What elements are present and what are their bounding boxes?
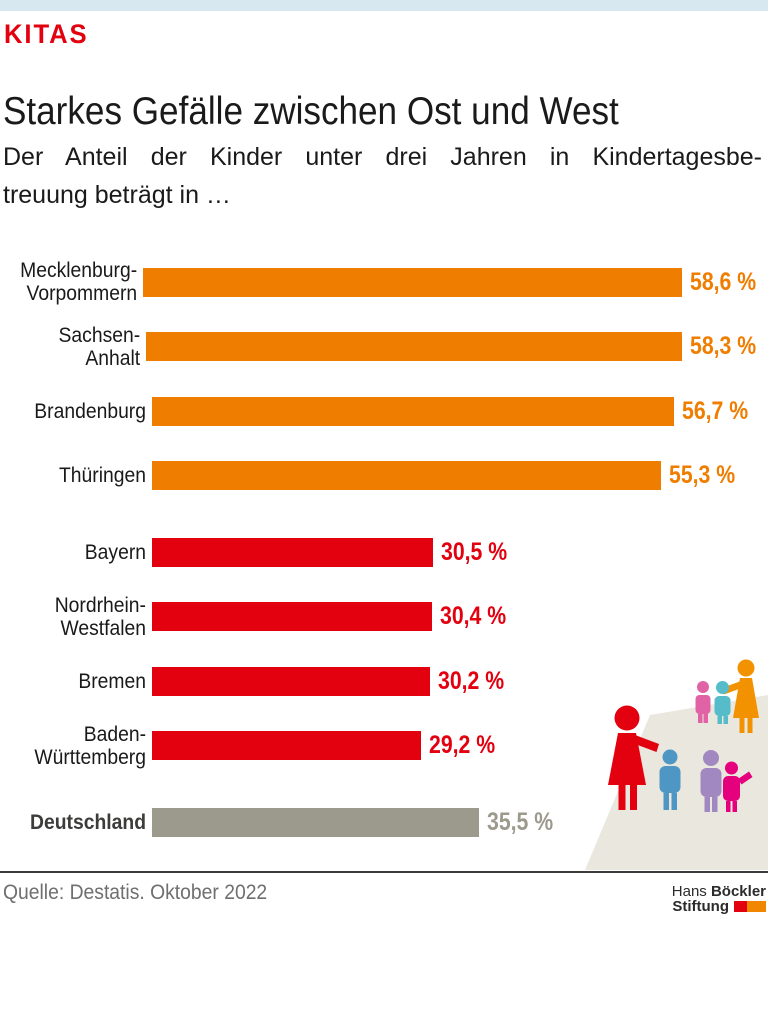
logo-line-2: Stiftung (672, 899, 766, 914)
child-purple-figure (700, 750, 722, 812)
bar-row-label: Bremen (78, 669, 146, 693)
bar-zone: 30,4 % (146, 602, 768, 632)
bar (152, 807, 479, 837)
logo-color-squares (734, 899, 766, 914)
bar-row: Thüringen 55,3 % (0, 444, 768, 509)
bar-value-label: 58,3 % (690, 332, 757, 361)
bar-value-label: 29,2 % (429, 731, 496, 760)
bar-zone: 30,2 % (146, 666, 768, 696)
bar-row: Deutschland 35,5 % (0, 790, 768, 855)
bar (152, 666, 430, 696)
bar-chart: Mecklenburg- Vorpommern 58,6 % Sachsen-A… (0, 250, 768, 855)
bar (152, 461, 661, 491)
bar-row-label: Deutschland (30, 810, 147, 834)
bar-row-label: Thüringen (59, 464, 146, 488)
hans-boeckler-stiftung-logo: Hans Böckler Stiftung (672, 884, 766, 914)
educator-red-figure (608, 705, 659, 810)
logo-red-square (734, 901, 747, 912)
bar (152, 731, 421, 761)
bar-row: Brandenburg 56,7 % (0, 379, 768, 444)
bar-value-label: 30,5 % (441, 537, 508, 566)
bar-zone: 58,3 % (140, 332, 768, 362)
page-title: Starkes Gefälle zwischen Ost und West (3, 90, 619, 134)
bar-zone: 58,6 % (137, 267, 768, 297)
educator-orange-figure (722, 659, 759, 733)
kicker-label: KITAS (4, 19, 89, 49)
child-pink-figure (695, 681, 711, 723)
subtitle-line-1: Der Anteil der Kinder unter drei Jahren … (3, 143, 762, 171)
bar-value-label: 55,3 % (669, 461, 736, 490)
bar-row: Mecklenburg- Vorpommern 58,6 % (0, 250, 768, 315)
bar-row: Bayern 30,5 % (0, 520, 768, 585)
logo-line-1: Hans Böckler (671, 883, 766, 900)
bar-value-label: 30,4 % (440, 602, 507, 631)
bar-row: Sachsen-Anhalt 58,3 % (0, 315, 768, 380)
child-magenta-figure (723, 761, 753, 812)
bar-row-label: Baden- Württemberg (34, 722, 146, 769)
bar-row-label: Brandenburg (34, 399, 146, 423)
footer-divider (0, 871, 768, 873)
logo-orange-square (747, 901, 766, 912)
bar (152, 396, 674, 426)
bar-row-label: Mecklenburg- Vorpommern (20, 259, 138, 306)
bar-zone: 56,7 % (146, 396, 768, 426)
bar-value-label: 56,7 % (682, 396, 749, 425)
bar-value-label: 58,6 % (690, 267, 757, 296)
bar-zone: 30,5 % (146, 537, 768, 567)
bar-zone: 55,3 % (146, 461, 768, 491)
bar-row: Bremen 30,2 % (0, 649, 768, 714)
bar-row-label: Nordrhein- Westfalen (54, 593, 146, 640)
bar-zone: 35,5 % (146, 807, 768, 837)
bar-row-label: Bayern (84, 540, 146, 564)
child-blue-figure (659, 749, 681, 810)
source-note: Quelle: Destatis. Oktober 2022 (3, 881, 268, 904)
bar-value-label: 35,5 % (487, 807, 554, 836)
bar (146, 332, 683, 362)
bar-zone: 29,2 % (146, 731, 768, 761)
bar (152, 537, 433, 567)
bar-value-label: 30,2 % (438, 666, 505, 695)
chart-subtitle: Der Anteil der Kinder unter drei Jahren … (3, 138, 762, 214)
top-accent-bar (0, 0, 768, 11)
child-teal-figure (714, 681, 731, 724)
subtitle-line-2: treuung beträgt in … (3, 181, 231, 209)
bar-row-label: Sachsen-Anhalt (58, 323, 141, 370)
bar (143, 267, 683, 297)
bar-row: Nordrhein- Westfalen 30,4 % (0, 585, 768, 650)
bar (152, 602, 432, 632)
bar-row: Baden- Württemberg 29,2 % (0, 714, 768, 779)
kita-illustration (585, 659, 768, 870)
